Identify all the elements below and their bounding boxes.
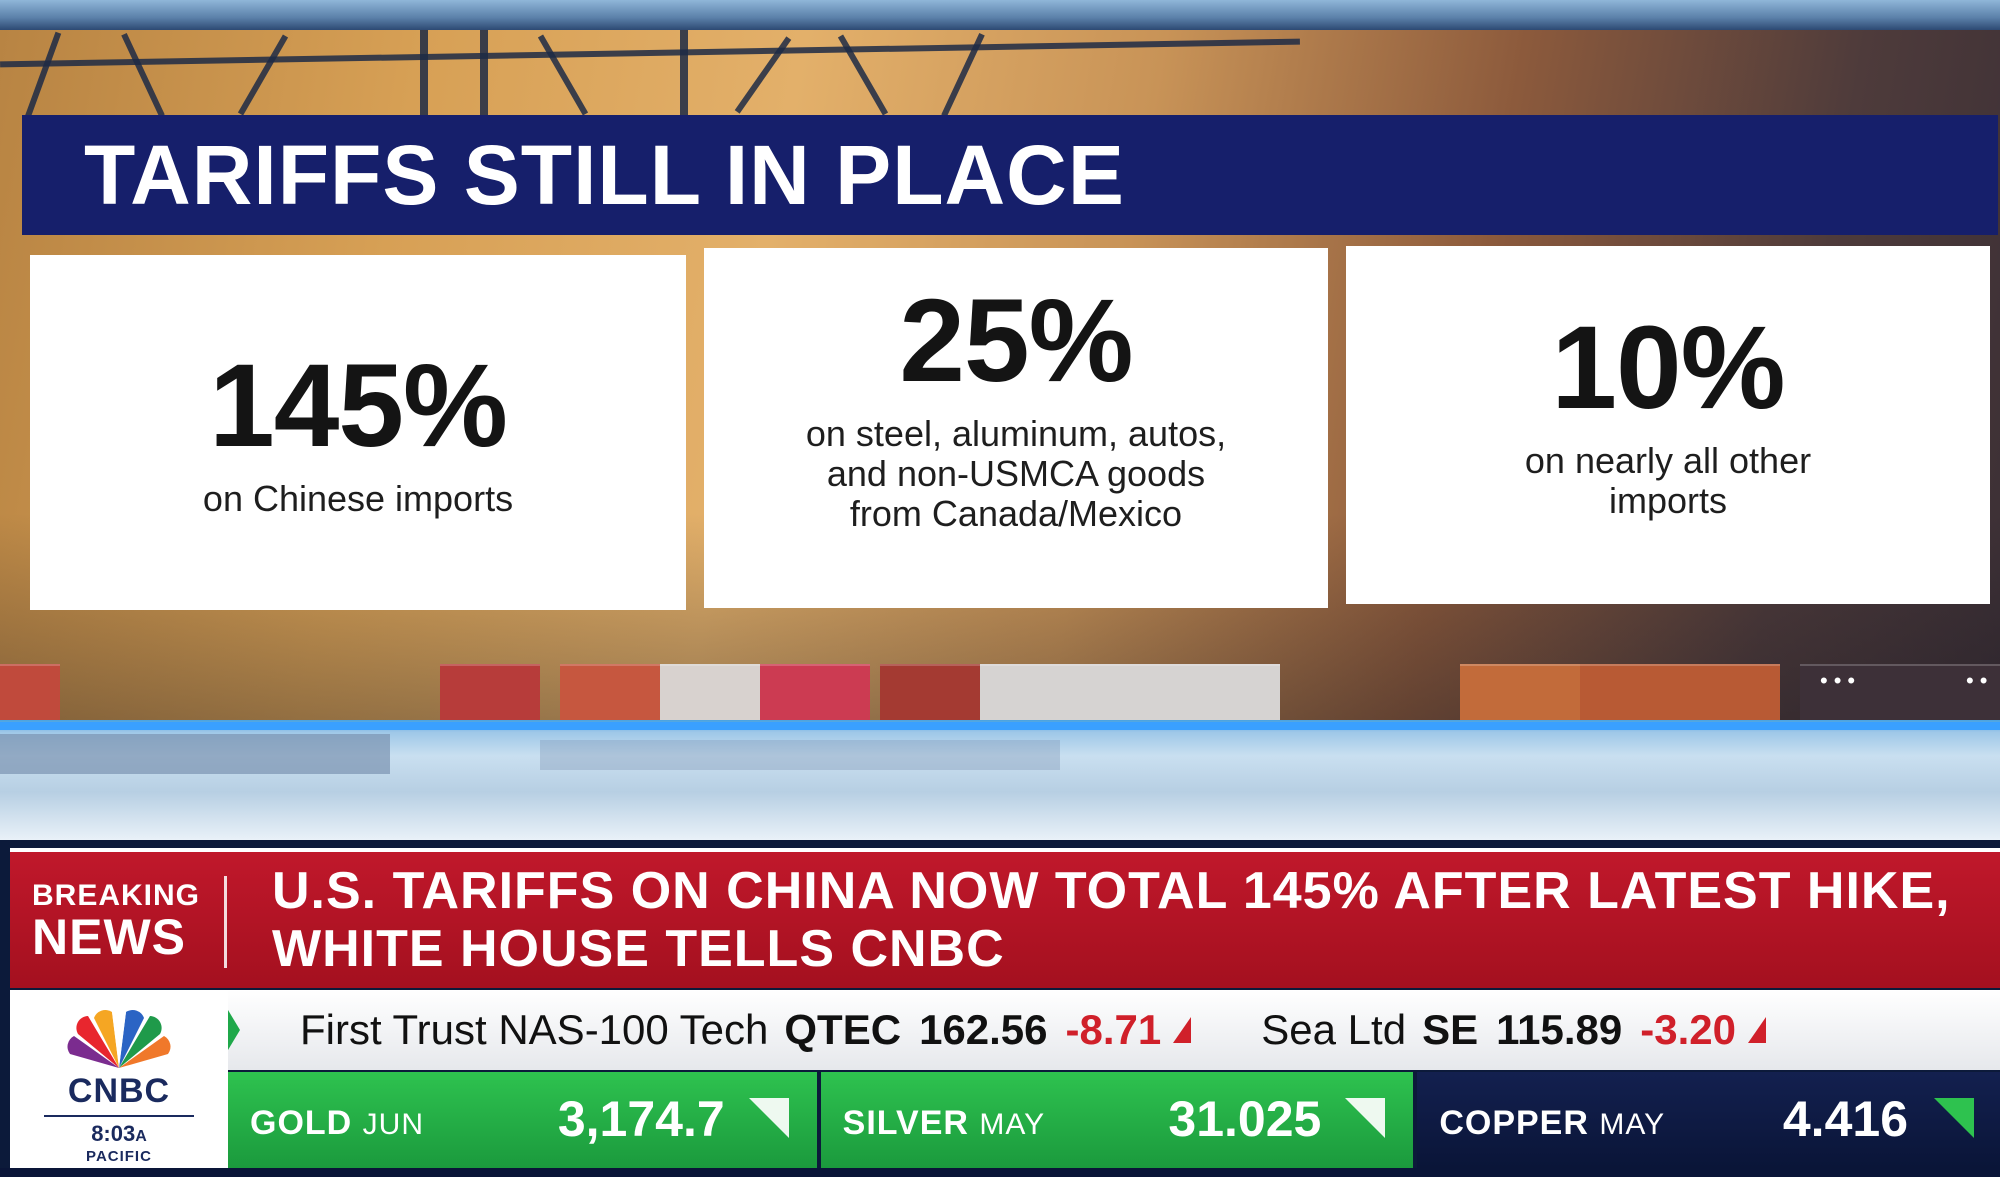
decorative-dots: ••: [1966, 668, 1994, 693]
studio-panel: [0, 734, 390, 774]
logo-divider: [44, 1115, 194, 1117]
commodity-silver: SILVER MAY 31.025: [820, 1072, 1414, 1168]
tariff-description: on steel, aluminum, autos, and non-USMCA…: [805, 413, 1227, 534]
down-arrow-icon: [1747, 1017, 1766, 1043]
graphic-title-bar: TARIFFS STILL IN PLACE: [22, 115, 1998, 235]
graphic-title: TARIFFS STILL IN PLACE: [84, 127, 1125, 222]
decorative-dots: •••: [1820, 668, 1862, 693]
timezone-label: PACIFIC: [86, 1148, 152, 1165]
tariff-value: 25%: [899, 275, 1133, 407]
ticker-item: Sea Ltd SE 115.89 -3.20: [1261, 1006, 1766, 1054]
commodities-bar: GOLD JUN 3,174.7 SILVER MAY 31.025 COPPE…: [228, 1072, 2000, 1168]
tariff-card-steel-aluminum-autos: 25% on steel, aluminum, autos, and non-U…: [704, 248, 1328, 608]
down-arrow-icon: [1173, 1017, 1192, 1043]
clock: 8:03A: [91, 1121, 147, 1146]
studio-blue-stripe: [0, 722, 2000, 730]
breaking-divider: [224, 876, 227, 968]
studio-top-frame: [0, 0, 2000, 30]
down-arrow-icon: [748, 1098, 789, 1138]
studio-panel: [540, 740, 1060, 770]
tariff-card-china: 145% on Chinese imports: [30, 255, 686, 610]
bottom-strip: [0, 1168, 2000, 1177]
breaking-headline: U.S. TARIFFS ON CHINA NOW TOTAL 145% AFT…: [272, 862, 1951, 978]
breaking-news-bar: BREAKING NEWS U.S. TARIFFS ON CHINA NOW …: [10, 848, 2000, 988]
network-logo-block: CNBC 8:03A PACIFIC: [10, 990, 228, 1177]
network-wordmark: CNBC: [67, 1072, 171, 1110]
tariff-value: 10%: [1551, 302, 1785, 434]
tariff-description: on nearly all other imports: [1524, 440, 1812, 521]
stock-ticker: First Trust NAS-100 Tech QTEC 162.56 -8.…: [228, 990, 2000, 1070]
peacock-logo-icon: [67, 1007, 171, 1068]
breaking-news-label: BREAKING NEWS: [32, 879, 201, 965]
commodity-gold: GOLD JUN 3,174.7: [228, 1072, 817, 1168]
ticker-up-arrow-icon: [228, 1010, 240, 1050]
ticker-item: First Trust NAS-100 Tech QTEC 162.56 -8.…: [300, 1006, 1192, 1054]
down-arrow-icon: [1345, 1098, 1386, 1138]
commodity-copper: COPPER MAY 4.416: [1417, 1072, 2000, 1168]
tariff-value: 145%: [209, 339, 508, 472]
down-arrow-icon: [1934, 1098, 1974, 1138]
tariff-card-other-imports: 10% on nearly all other imports: [1346, 246, 1990, 604]
tariff-description: on Chinese imports: [202, 477, 514, 519]
